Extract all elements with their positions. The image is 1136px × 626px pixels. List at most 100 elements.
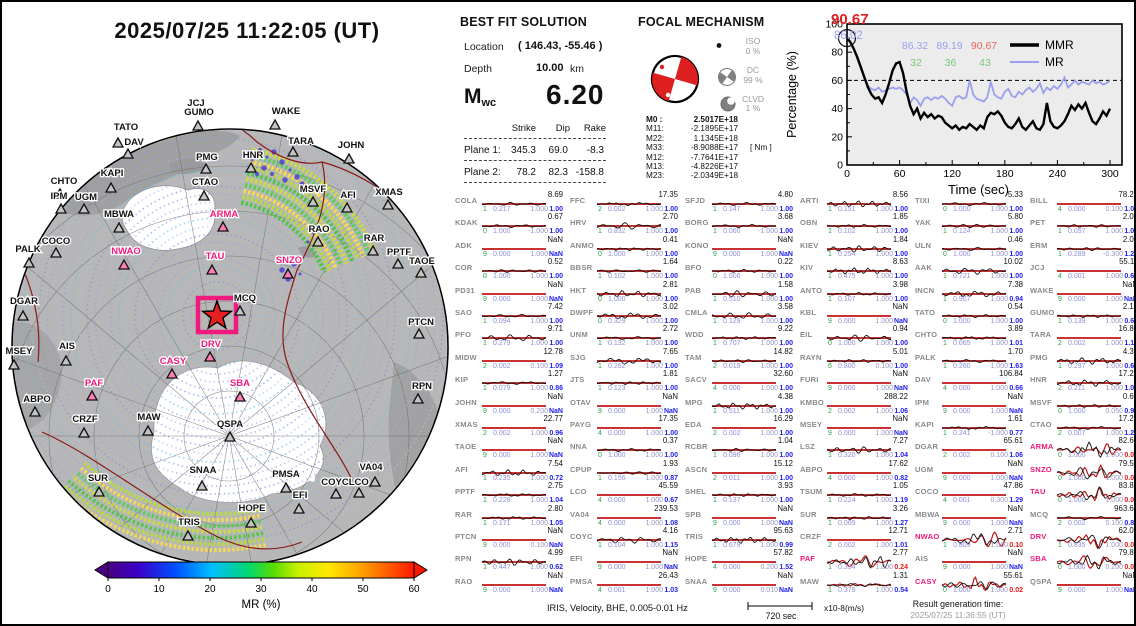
station-code: TRIS <box>685 532 704 541</box>
ratio-value: 0.67 <box>664 497 678 504</box>
station-code: TARA <box>1030 330 1052 339</box>
quality-flag: 0 <box>713 273 717 280</box>
weight-value: 0.050 <box>1105 408 1123 415</box>
station-amplitude: 17.35 <box>658 414 678 423</box>
station-code: BFO <box>685 263 702 272</box>
waveform-thumbnail <box>596 537 662 544</box>
station-label-DAV: DAV <box>124 137 144 148</box>
station-code: KDAK <box>455 218 478 227</box>
ratio-value: 1.00 <box>549 206 563 213</box>
waveform-thumbnail <box>711 402 777 410</box>
station-triangle-CASY <box>165 367 179 379</box>
variance-value: 0.329 <box>608 318 626 325</box>
variance-value: 1.000 <box>608 296 626 303</box>
svg-text:0: 0 <box>837 160 843 172</box>
station-amplitude: 62.09 <box>1118 526 1134 535</box>
svg-text:90.67: 90.67 <box>971 40 997 52</box>
station-amplitude: 79.87 <box>1118 548 1134 557</box>
waveform-thumbnail <box>482 293 546 295</box>
quality-flag: 1 <box>598 273 602 280</box>
station-code: VA04 <box>570 510 590 519</box>
station-amplitude: 3.26 <box>892 504 908 513</box>
variance-value: 0.224 <box>838 497 856 504</box>
weight-value: 1.000 <box>875 318 893 325</box>
station-cell-PALK: PALK 1.70 1 0.260 1.000 1.63 <box>914 347 1027 371</box>
station-code: MSVF <box>1030 398 1052 407</box>
ratio-value: 1.00 <box>1009 273 1023 280</box>
best-fit-title: BEST FIT SOLUTION <box>460 15 588 29</box>
weight-value: 1.000 <box>760 385 778 392</box>
svg-text:10: 10 <box>153 584 165 595</box>
station-code: EFI <box>570 554 583 563</box>
ratio-value: 1.52 <box>779 564 793 571</box>
station-code: LCO <box>570 487 587 496</box>
variance-value: 0.000 <box>723 251 741 258</box>
weight-value: 1.000 <box>875 564 893 571</box>
station-cell-MIDW: MIDW 12.78 2 0.002 0.100 1.09 <box>454 347 567 371</box>
quality-flag: 9 <box>828 318 832 325</box>
station-code: RAO <box>455 577 473 586</box>
ratio-value: 1.06 <box>1009 452 1023 459</box>
weight-value: 1.000 <box>875 340 893 347</box>
waveform-thumbnail <box>596 381 662 385</box>
weight-value: 1.000 <box>530 520 548 527</box>
station-code: DRV <box>1030 532 1047 541</box>
waveform-thumbnail <box>941 290 1007 298</box>
variance-value: 0.000 <box>608 497 626 504</box>
weight-value: 1.000 <box>1105 497 1123 504</box>
station-cell-LCO: LCO 45.59 4 0.000 1.000 0.67 <box>569 481 682 505</box>
station-code: PMSA <box>570 577 593 586</box>
station-code: JCJ <box>1030 263 1045 272</box>
quality-flag: 1 <box>943 273 947 280</box>
ratio-value: 1.24 <box>1124 251 1135 258</box>
station-label-TARA: TARA <box>288 136 314 147</box>
station-label-PALK: PALK <box>15 244 40 255</box>
station-cell-PMSA: PMSA 26.43 4 0.001 1.000 1.03 <box>569 571 682 595</box>
station-amplitude: 0.41 <box>662 235 678 244</box>
station-code: ULN <box>915 241 932 250</box>
ratio-value: 1.00 <box>894 273 908 280</box>
ratio-value: 1.00 <box>779 228 793 235</box>
station-amplitude: 4.38 <box>777 392 793 401</box>
quality-flag: 4 <box>598 520 602 527</box>
weight-value: 1.000 <box>530 430 548 437</box>
svg-text:36: 36 <box>945 57 957 69</box>
ratio-value: 1.00 <box>664 363 678 370</box>
ratio-value: 0.68 <box>1124 318 1135 325</box>
station-amplitude: 8.69 <box>547 190 563 199</box>
station-amplitude: 83.87 <box>1118 481 1134 490</box>
weight-value: 1.000 <box>760 318 778 325</box>
station-code: PALK <box>915 353 936 362</box>
ratio-value: 1.25 <box>1124 430 1135 437</box>
station-cell-AIS: AIS NaN 9 0.000 1.000 NaN <box>914 548 1027 572</box>
weight-value: 1.000 <box>645 475 663 482</box>
station-amplitude: 0.62 <box>1122 392 1134 401</box>
station-cell-PTCN: PTCN NaN 9 0.000 0.100 NaN <box>454 526 567 550</box>
station-triangle-QSPA <box>223 430 237 442</box>
station-cell-ABPO: ABPO 17.62 4 0.000 1.000 0.82 <box>799 459 912 483</box>
variance-value: 0.007 <box>1068 430 1086 437</box>
waveform-thumbnail <box>482 360 546 362</box>
depth-value: 10.00 <box>536 62 564 74</box>
ratio-value: 0.24 <box>894 564 908 571</box>
weight-value: 1.000 <box>645 340 663 347</box>
weight-value: 0.200 <box>760 564 778 571</box>
station-cell-HOPE: HOPE 57.82 4 0.000 0.200 1.52 <box>684 548 797 572</box>
station-triangle-HNR <box>244 161 258 173</box>
station-amplitude: 2.71 <box>1007 526 1023 535</box>
station-amplitude: 4.80 <box>777 190 793 199</box>
station-triangle-RAR <box>366 244 380 256</box>
variance-value: 0.002 <box>838 542 856 549</box>
station-amplitude: 4.16 <box>662 526 678 535</box>
weight-value: 1.000 <box>760 206 778 213</box>
station-triangle-TRIS <box>181 529 195 541</box>
ratio-value: 1.01 <box>894 542 908 549</box>
station-code: ASCN <box>685 465 708 474</box>
weight-value: 1.000 <box>1105 385 1123 392</box>
quality-flag: 4 <box>598 587 602 594</box>
